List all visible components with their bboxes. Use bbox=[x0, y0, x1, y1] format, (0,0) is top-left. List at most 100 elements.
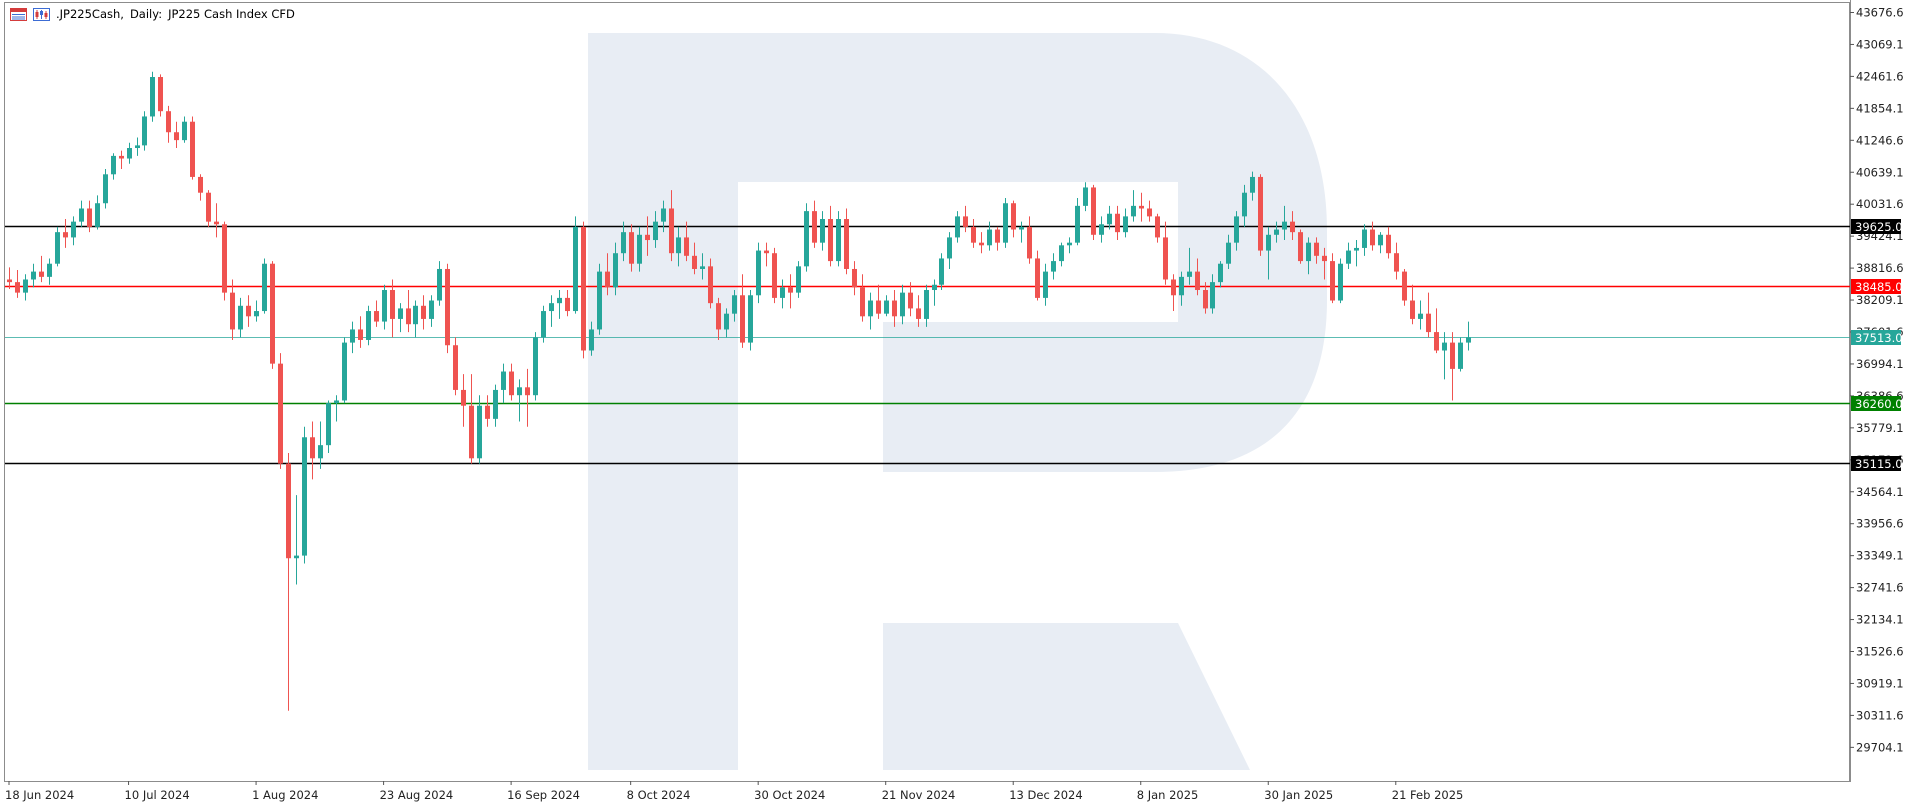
candle-body bbox=[390, 290, 395, 319]
candle bbox=[573, 216, 578, 314]
candle-body bbox=[995, 229, 1000, 243]
candle bbox=[1394, 242, 1399, 280]
candle bbox=[230, 279, 235, 340]
candle bbox=[262, 258, 267, 314]
candle bbox=[637, 226, 642, 272]
candle-body bbox=[47, 263, 52, 277]
candle-body bbox=[764, 250, 769, 254]
x-tick-label: 21 Nov 2024 bbox=[882, 788, 956, 802]
y-tick-label: 31526.6 bbox=[1856, 645, 1904, 659]
candle bbox=[501, 363, 506, 404]
candle-body bbox=[939, 258, 944, 285]
y-tick-label: 33956.6 bbox=[1856, 517, 1904, 531]
candle bbox=[63, 219, 68, 248]
candle bbox=[366, 305, 371, 346]
candle-body bbox=[398, 308, 403, 319]
candle bbox=[1426, 292, 1431, 338]
candle-body bbox=[334, 400, 339, 404]
candle bbox=[453, 337, 458, 396]
candle bbox=[39, 255, 44, 283]
x-tick-label: 10 Jul 2024 bbox=[125, 788, 190, 802]
candle bbox=[708, 258, 713, 309]
candle-body bbox=[87, 208, 92, 227]
level-label-bg-support-lower bbox=[1851, 456, 1901, 471]
candle bbox=[1402, 268, 1407, 306]
candle bbox=[979, 232, 984, 254]
chart-plot-area[interactable] bbox=[4, 2, 1850, 782]
level-label-support: 36260.0 bbox=[1855, 397, 1903, 411]
candle-body bbox=[884, 300, 889, 314]
candle-body bbox=[174, 132, 179, 141]
candle bbox=[533, 332, 538, 401]
candle-body bbox=[1147, 208, 1152, 217]
level-label-current: 37513.0 bbox=[1855, 331, 1903, 345]
candle-body bbox=[31, 271, 36, 280]
candle-body bbox=[469, 405, 474, 459]
candle bbox=[700, 253, 705, 280]
candle bbox=[119, 150, 124, 170]
candle-body bbox=[1266, 234, 1271, 251]
candle bbox=[1330, 253, 1335, 304]
candle bbox=[79, 200, 84, 227]
watermark-logo bbox=[588, 33, 1327, 770]
candle bbox=[756, 242, 761, 304]
candle-body bbox=[533, 337, 538, 396]
candle bbox=[55, 226, 60, 267]
candle-body bbox=[852, 268, 857, 288]
candle bbox=[924, 284, 929, 327]
candle bbox=[1011, 200, 1016, 238]
candle-body bbox=[629, 232, 634, 264]
candle bbox=[222, 221, 227, 301]
x-tick-label: 21 Feb 2025 bbox=[1392, 788, 1464, 802]
table-icon[interactable] bbox=[10, 7, 27, 21]
candle-body bbox=[262, 263, 267, 312]
candle-body bbox=[732, 295, 737, 314]
candle bbox=[1378, 232, 1383, 254]
candle-body bbox=[860, 287, 865, 317]
candle bbox=[1195, 258, 1200, 296]
candle-body bbox=[270, 263, 275, 364]
candle-body bbox=[1203, 290, 1208, 309]
candle bbox=[1083, 182, 1088, 212]
candle-body bbox=[1258, 176, 1263, 251]
candle bbox=[71, 216, 76, 246]
candle bbox=[1354, 240, 1359, 267]
candle-body bbox=[1338, 263, 1343, 301]
candle bbox=[1346, 242, 1351, 269]
candle-body bbox=[621, 232, 626, 254]
candle-body bbox=[661, 208, 666, 222]
candles-icon[interactable] bbox=[33, 7, 50, 21]
x-tick-label: 30 Jan 2025 bbox=[1264, 788, 1333, 802]
candle-body bbox=[445, 268, 450, 346]
candle bbox=[1067, 237, 1072, 254]
level-label-resistance: 38485.0 bbox=[1855, 280, 1903, 294]
candle-body bbox=[1195, 271, 1200, 291]
candle-body bbox=[254, 311, 259, 317]
candle bbox=[238, 297, 243, 338]
candle-body bbox=[908, 292, 913, 309]
candle bbox=[469, 374, 474, 464]
candle-body bbox=[971, 226, 976, 243]
candle-body bbox=[812, 211, 817, 243]
candle bbox=[278, 353, 283, 469]
candle-body bbox=[1378, 234, 1383, 246]
candle-body bbox=[716, 303, 721, 330]
candle bbox=[342, 337, 347, 404]
candle bbox=[1171, 274, 1176, 312]
candle bbox=[597, 263, 602, 335]
candle bbox=[437, 261, 442, 306]
candle bbox=[916, 295, 921, 327]
candle-body bbox=[286, 463, 291, 559]
candle-body bbox=[916, 308, 921, 319]
x-tick-label: 18 Jun 2024 bbox=[5, 788, 74, 802]
candle-body bbox=[150, 77, 155, 117]
candle bbox=[653, 211, 658, 248]
candle-body bbox=[605, 271, 610, 288]
candle bbox=[621, 221, 626, 262]
y-tick-label: 32741.6 bbox=[1856, 581, 1904, 595]
candle-body bbox=[302, 437, 307, 556]
candle-body bbox=[79, 208, 84, 222]
candle-body bbox=[429, 300, 434, 319]
x-tick-label: 23 Aug 2024 bbox=[380, 788, 454, 802]
